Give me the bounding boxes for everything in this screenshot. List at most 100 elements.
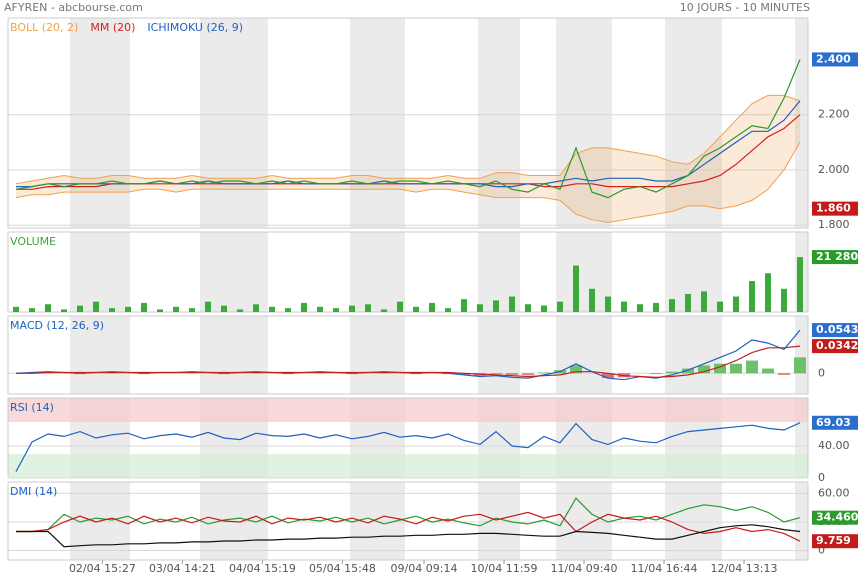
day-band bbox=[70, 316, 130, 394]
legend-entry: ICHIMOKU (26, 9) bbox=[147, 21, 243, 34]
panel-title: VOLUME bbox=[10, 235, 56, 248]
value-marker bbox=[812, 510, 858, 525]
period: 10 JOURS - 10 MINUTES bbox=[680, 1, 810, 14]
x-tick-label: 04/04 15:19 bbox=[229, 562, 296, 575]
histogram-bar bbox=[794, 357, 806, 374]
volume-bar bbox=[525, 304, 531, 312]
volume-bar bbox=[557, 301, 563, 312]
y-tick-label: 0 bbox=[818, 471, 825, 484]
volume-bar bbox=[93, 301, 99, 312]
y-tick-label: 2.200 bbox=[818, 108, 850, 121]
histogram-bar bbox=[682, 368, 694, 374]
value-marker bbox=[812, 52, 858, 67]
volume-bar bbox=[797, 257, 803, 312]
day-band bbox=[795, 18, 808, 228]
volume-bar bbox=[365, 304, 371, 312]
y-tick-label: 60.00 bbox=[818, 486, 850, 499]
volume-bar bbox=[653, 302, 659, 312]
histogram-bar bbox=[698, 365, 710, 374]
histogram-bar bbox=[730, 363, 742, 374]
day-band bbox=[478, 18, 520, 228]
line bbox=[16, 524, 801, 548]
day-band bbox=[200, 18, 268, 228]
day-band bbox=[350, 316, 405, 394]
volume-bar bbox=[637, 304, 643, 312]
day-band bbox=[200, 316, 268, 394]
volume-bar bbox=[205, 301, 211, 312]
value-marker bbox=[812, 534, 858, 549]
volume-bar bbox=[605, 296, 611, 312]
legend-entry: MM (20) bbox=[90, 21, 135, 34]
y-tick-label: 0 bbox=[818, 543, 825, 556]
volume-bar bbox=[61, 309, 67, 312]
panel-title: DMI (14) bbox=[10, 485, 57, 498]
histogram-bar bbox=[602, 373, 614, 379]
day-band bbox=[200, 232, 268, 312]
value-marker-label: 0.0342 bbox=[816, 339, 858, 352]
volume-bar bbox=[573, 265, 579, 312]
volume-bar bbox=[381, 309, 387, 312]
day-band bbox=[665, 18, 722, 228]
volume-bar bbox=[765, 273, 771, 312]
bollinger-band bbox=[16, 95, 800, 223]
histogram-bar bbox=[714, 363, 726, 374]
histogram-bar bbox=[762, 368, 774, 374]
value-marker-label: 34.460 bbox=[816, 511, 859, 524]
volume-bar bbox=[397, 301, 403, 312]
volume-bar bbox=[349, 305, 355, 312]
value-marker-label: 9.759 bbox=[816, 534, 851, 547]
x-tick-label: 03/04 14:21 bbox=[149, 562, 216, 575]
x-tick-label: 02/04 15:27 bbox=[69, 562, 136, 575]
volume-bar bbox=[269, 306, 275, 312]
x-tick-label: 05/04 15:48 bbox=[309, 562, 376, 575]
value-marker-label: 1.860 bbox=[816, 202, 851, 215]
volume-bar bbox=[109, 308, 115, 312]
line bbox=[15, 59, 801, 199]
volume-bar bbox=[733, 296, 739, 312]
histogram-bar bbox=[538, 372, 550, 374]
panel-frame bbox=[7, 315, 809, 395]
volume-bar bbox=[781, 288, 787, 312]
day-band bbox=[556, 18, 612, 228]
x-tick-label: 11/04 09:40 bbox=[551, 562, 618, 575]
day-band bbox=[556, 316, 612, 394]
value-marker-label: 21 280 bbox=[816, 250, 858, 263]
volume-bar bbox=[589, 288, 595, 312]
day-band bbox=[556, 232, 612, 312]
histogram-bar bbox=[650, 373, 662, 375]
value-marker-label: 69.03 bbox=[816, 416, 851, 429]
day-band bbox=[70, 232, 130, 312]
x-tick-label: 12/04 13:13 bbox=[711, 562, 778, 575]
y-tick-label: 0 bbox=[818, 366, 825, 379]
value-marker bbox=[812, 201, 858, 216]
page-title: AFYREN - abcbourse.com bbox=[4, 1, 143, 14]
value-marker-label: 0.0543 bbox=[816, 323, 858, 336]
panel-title: MACD (12, 26, 9) bbox=[10, 319, 104, 332]
histogram-bar bbox=[506, 373, 518, 375]
histogram-bar bbox=[490, 373, 502, 375]
y-tick-label: 2.000 bbox=[818, 163, 850, 176]
volume-bar bbox=[621, 301, 627, 312]
day-band bbox=[478, 482, 520, 560]
panel-title: RSI (14) bbox=[10, 401, 54, 414]
volume-bar bbox=[509, 296, 515, 312]
volume-bar bbox=[157, 309, 163, 312]
value-marker-label: 2.400 bbox=[816, 52, 851, 65]
volume-bar bbox=[413, 306, 419, 312]
histogram-bar bbox=[778, 373, 790, 375]
line bbox=[15, 142, 801, 224]
volume-bar bbox=[493, 300, 499, 312]
volume-bar bbox=[45, 304, 51, 312]
volume-bar bbox=[253, 304, 259, 312]
panel-frame bbox=[7, 231, 809, 313]
value-marker bbox=[812, 250, 858, 265]
day-band bbox=[665, 232, 722, 312]
panel-frame bbox=[7, 481, 809, 561]
histogram-bar bbox=[746, 360, 758, 374]
volume-bar bbox=[669, 299, 675, 312]
y-tick-label: 40.00 bbox=[818, 439, 850, 452]
day-band bbox=[350, 18, 405, 228]
line bbox=[16, 511, 801, 542]
day-band bbox=[665, 482, 722, 560]
day-band bbox=[795, 316, 808, 394]
